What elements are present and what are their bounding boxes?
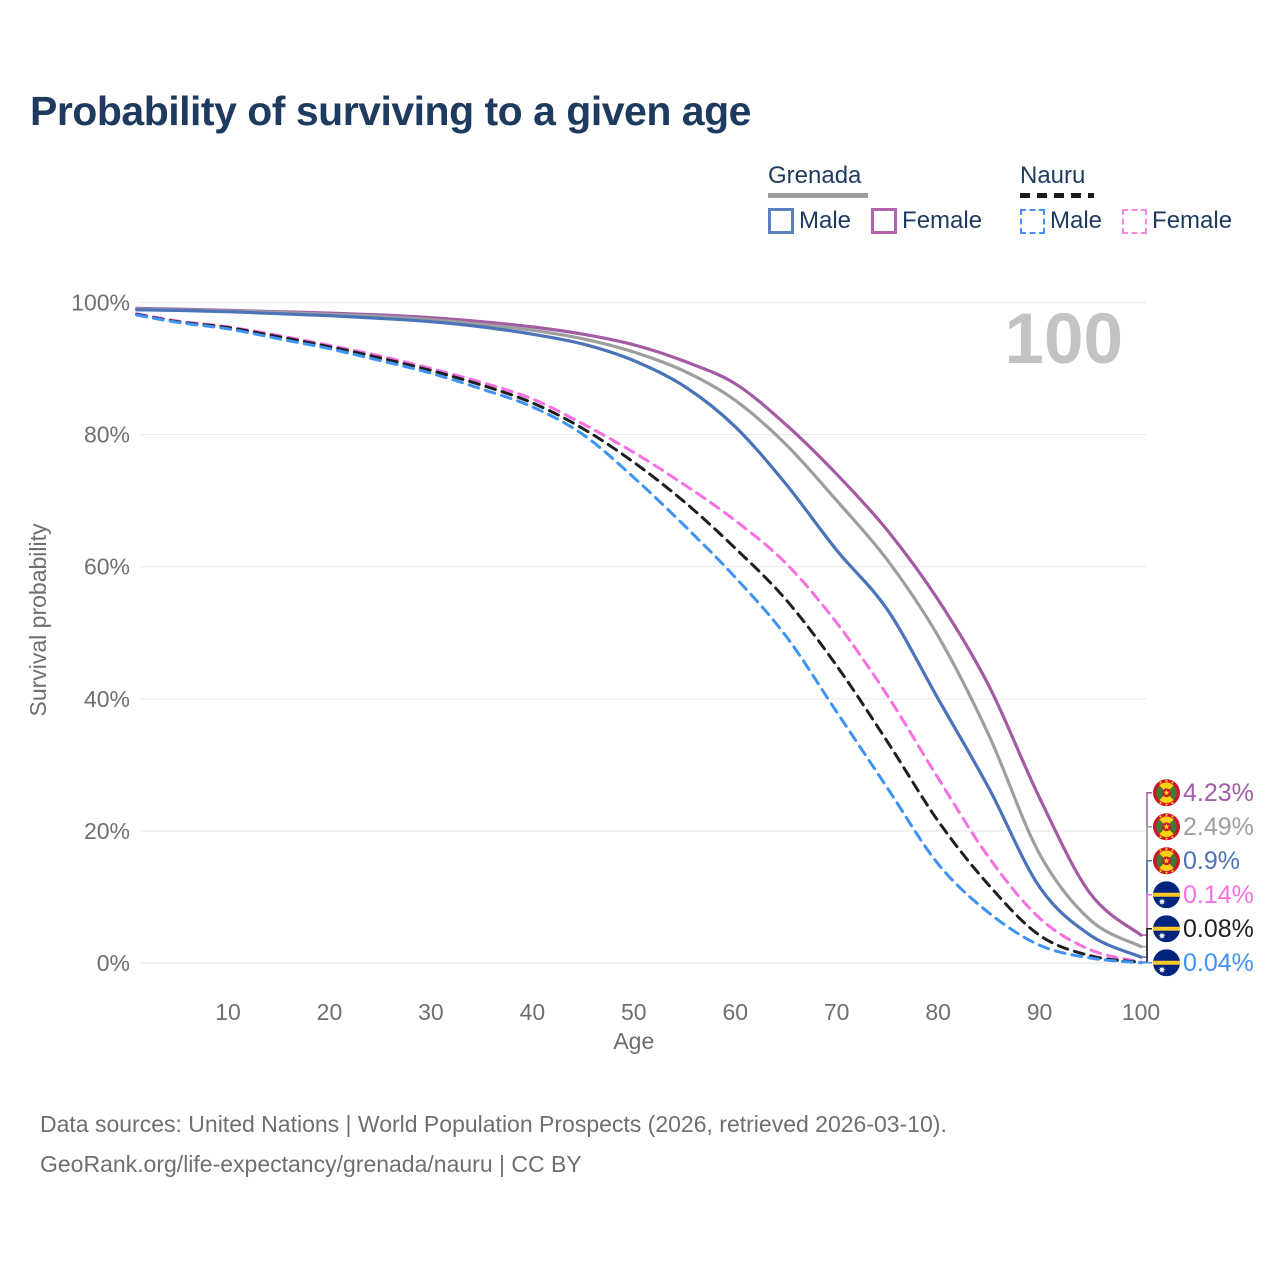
y-tick-label: 80%	[84, 422, 130, 448]
y-tick-label: 100%	[71, 290, 130, 316]
grenada-female-swatch-icon	[871, 208, 898, 234]
x-tick-label: 100	[1122, 999, 1160, 1025]
legend-row-grenada: Male Female	[768, 207, 982, 235]
legend-label-nauru-female: Female	[1152, 207, 1233, 234]
end-label-value-grenada-male: 0.9%	[1183, 847, 1240, 875]
end-label-value-nauru-female: 0.14%	[1183, 881, 1254, 909]
grenada-flag-icon	[1153, 847, 1180, 875]
series-line-nauru	[135, 312, 1143, 964]
grenada-line-sample-icon	[768, 193, 868, 198]
x-tick-label: 50	[621, 999, 647, 1025]
footer-source-line: Data sources: United Nations | World Pop…	[40, 1111, 947, 1137]
y-tick-label: 40%	[84, 686, 130, 712]
x-tick-label: 10	[215, 999, 241, 1025]
nauru-flag-icon	[1153, 881, 1180, 909]
y-tick-label: 20%	[84, 818, 130, 844]
legend-country-grenada[interactable]: Grenada	[768, 163, 982, 198]
nauru-male-swatch-icon	[1020, 208, 1045, 234]
nauru-flag-icon	[1153, 915, 1180, 943]
grenada-male-swatch-icon	[768, 208, 794, 234]
x-tick-label: 40	[520, 999, 546, 1025]
legend-country-label-grenada: Grenada	[768, 162, 862, 189]
legend-country-nauru[interactable]: Nauru	[1020, 163, 1232, 198]
legend-row-nauru: Male Female	[1020, 207, 1232, 235]
y-tick-label: 60%	[84, 554, 130, 580]
legend-group-nauru: Nauru Male Female	[1020, 163, 1232, 235]
end-label-value-nauru: 0.08%	[1183, 915, 1254, 943]
x-axis-title: Age	[613, 1028, 654, 1054]
nauru-line-sample-icon	[1020, 193, 1094, 198]
x-tick-label: 80	[925, 999, 951, 1025]
series-line-grenada-male	[135, 308, 1143, 959]
x-tick-label: 70	[824, 999, 850, 1025]
series-line-nauru-male	[135, 313, 1143, 965]
footer-url-line: GeoRank.org/life-expectancy/grenada/naur…	[40, 1151, 582, 1177]
legend-label-nauru-male: Male	[1050, 207, 1103, 234]
nauru-flag-icon	[1153, 949, 1180, 977]
legend-item-grenada-male[interactable]: Male	[768, 207, 851, 235]
age-counter-watermark: 100	[1005, 300, 1123, 379]
legend-item-nauru-male[interactable]: Male	[1020, 207, 1102, 235]
x-tick-label: 60	[722, 999, 748, 1025]
survival-probability-chart: 0% 20% 40% 60% 80% 100% 10 20 30 40 50 60 70 80 90 100 A…	[25, 290, 1254, 1055]
series-line-nauru-female	[135, 312, 1143, 964]
legend-item-grenada-female[interactable]: Female	[871, 207, 982, 235]
end-label-value-grenada: 2.49%	[1183, 813, 1254, 841]
x-tick-label: 20	[317, 999, 343, 1025]
end-label-value-nauru-male: 0.04%	[1183, 949, 1254, 977]
x-tick-label: 90	[1027, 999, 1053, 1025]
grenada-flag-icon	[1153, 779, 1180, 807]
series-line-grenada-female	[135, 306, 1143, 937]
legend-country-label-nauru: Nauru	[1020, 162, 1086, 189]
grenada-flag-icon	[1153, 813, 1180, 841]
footer: Data sources: United Nations | World Pop…	[40, 1104, 947, 1184]
legend-item-nauru-female[interactable]: Female	[1122, 207, 1232, 235]
y-tick-label: 0%	[97, 950, 130, 976]
series-line-grenada	[135, 307, 1143, 949]
y-axis-title: Survival probability	[25, 523, 51, 717]
x-tick-label: 30	[418, 999, 444, 1025]
legend-label-grenada-male: Male	[799, 207, 852, 234]
legend-group-grenada: Grenada Male Female	[768, 163, 982, 235]
end-label-value-grenada-female: 4.23%	[1183, 779, 1254, 807]
page-title: Probability of surviving to a given age	[30, 88, 751, 134]
legend-label-grenada-female: Female	[902, 207, 983, 234]
nauru-female-swatch-icon	[1122, 208, 1148, 234]
